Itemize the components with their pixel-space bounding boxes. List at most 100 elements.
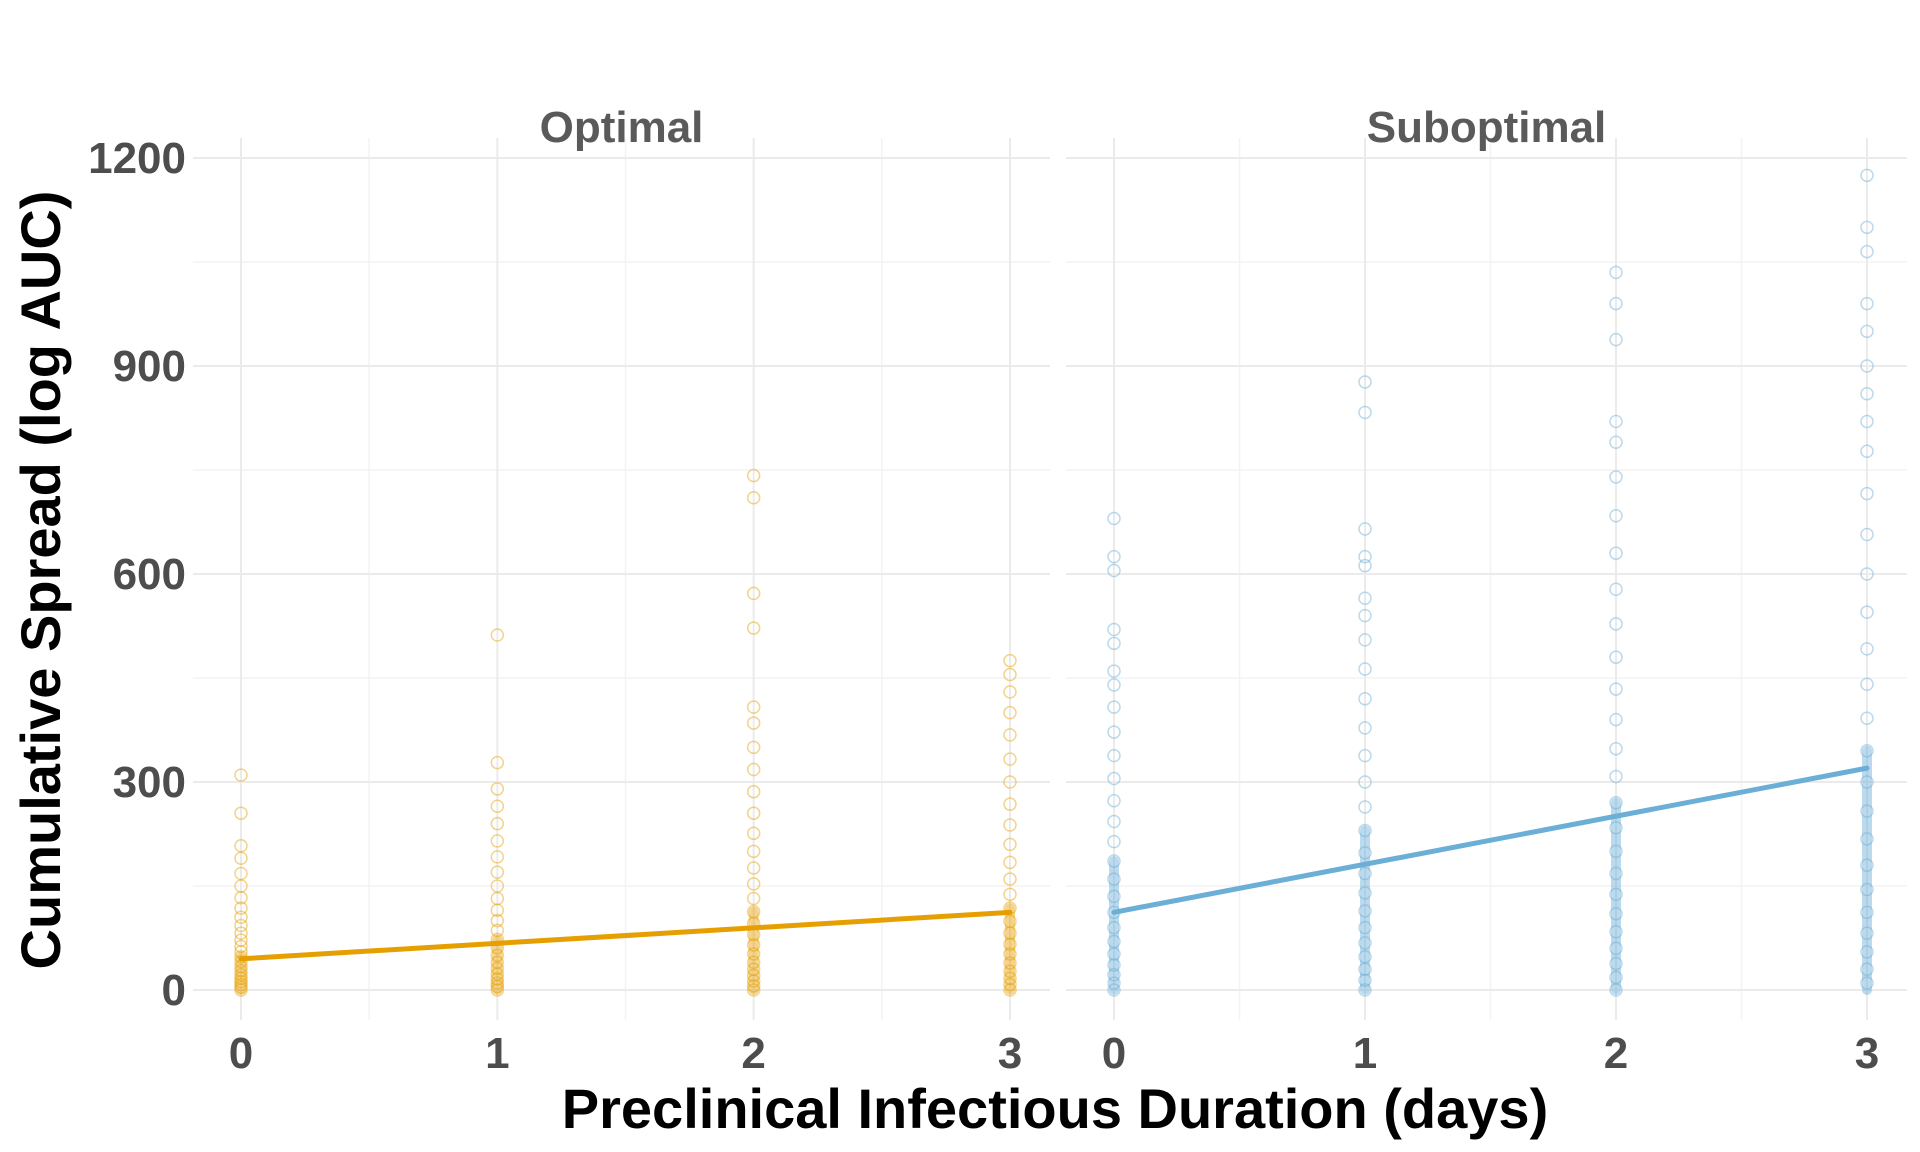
data-point — [1609, 509, 1623, 523]
data-point — [1107, 872, 1121, 886]
data-point — [1003, 653, 1017, 668]
data-point — [1107, 793, 1121, 808]
data-point — [490, 903, 505, 918]
data-point — [490, 834, 505, 848]
data-point — [746, 762, 761, 777]
data-point — [1358, 904, 1372, 918]
data-point — [1003, 947, 1017, 961]
data-point — [1107, 700, 1121, 714]
data-point — [1003, 837, 1017, 852]
data-point — [1003, 818, 1017, 832]
data-point — [1609, 332, 1623, 347]
data-point — [746, 468, 761, 483]
data-point — [746, 700, 761, 714]
data-point — [746, 806, 761, 820]
data-point — [746, 716, 761, 730]
data-point — [1609, 617, 1623, 631]
data-point — [1003, 937, 1017, 951]
data-point — [234, 851, 248, 866]
data-point — [746, 974, 761, 988]
data-point — [234, 768, 248, 782]
data-point — [1003, 685, 1017, 699]
data-point — [234, 891, 248, 905]
data-point — [1860, 444, 1874, 459]
x-axis-title: Preclinical Infectious Duration (days) — [562, 1077, 1548, 1140]
data-point — [1609, 712, 1623, 727]
data-point — [746, 947, 761, 961]
data-point — [234, 974, 248, 989]
y-axis-title: Cumulative Spread (log AUC) — [9, 191, 72, 970]
trend-line — [238, 909, 1013, 962]
data-point — [1609, 866, 1623, 881]
data-point — [1107, 947, 1121, 961]
data-point — [1107, 664, 1121, 678]
data-point — [1358, 800, 1372, 814]
data-points — [234, 468, 1017, 997]
data-point — [1609, 546, 1623, 560]
data-point — [1860, 642, 1874, 656]
data-point — [746, 621, 761, 635]
data-point — [234, 977, 248, 992]
data-point — [1860, 905, 1874, 920]
data-point — [234, 879, 248, 893]
data-point — [1609, 983, 1623, 997]
data-point — [746, 979, 761, 993]
data-point — [1860, 926, 1874, 940]
data-point — [1358, 549, 1372, 564]
data-point — [1003, 977, 1017, 992]
x-tick-label: 3 — [1855, 1029, 1879, 1078]
data-point — [1358, 591, 1372, 606]
data-point — [746, 826, 761, 841]
data-point — [1860, 775, 1874, 789]
data-point — [1003, 983, 1017, 997]
data-point — [1358, 936, 1372, 950]
data-point — [1860, 527, 1874, 542]
data-point — [490, 955, 505, 970]
data-point — [1107, 889, 1121, 904]
data-point — [1860, 486, 1874, 501]
data-point — [234, 980, 248, 994]
data-point — [234, 971, 248, 985]
data-point — [1860, 244, 1874, 259]
data-point — [1358, 973, 1372, 988]
data-point — [1107, 511, 1121, 526]
data-point — [746, 490, 761, 505]
data-point — [1003, 797, 1017, 811]
data-point — [490, 850, 505, 864]
data-point — [1107, 636, 1121, 651]
data-point — [1358, 845, 1372, 860]
data-point — [1609, 741, 1623, 756]
data-point — [1003, 872, 1017, 886]
data-point — [1003, 728, 1017, 742]
data-point — [1860, 744, 1874, 758]
data-point — [234, 910, 248, 924]
data-point — [746, 938, 761, 952]
data-point — [1003, 667, 1017, 682]
data-point — [1358, 962, 1372, 976]
data-point — [1860, 386, 1874, 401]
data-point — [1003, 964, 1017, 979]
data-point — [490, 891, 505, 906]
data-point — [746, 586, 761, 601]
data-points — [1107, 168, 1874, 997]
data-point — [1609, 970, 1623, 985]
x-tick-label: 3 — [998, 1029, 1022, 1078]
data-point — [1609, 435, 1623, 450]
data-point — [1358, 405, 1372, 420]
data-point — [1609, 682, 1623, 696]
data-point — [1860, 605, 1874, 619]
y-tick-label: 1200 — [88, 134, 186, 183]
data-point — [490, 979, 505, 994]
y-tick-label: 900 — [113, 342, 186, 391]
data-point — [1860, 832, 1874, 846]
data-point — [1860, 296, 1874, 311]
data-point — [1609, 941, 1623, 956]
data-point — [1358, 775, 1372, 789]
data-point — [1860, 324, 1874, 339]
data-point — [1358, 662, 1372, 676]
data-point — [1860, 962, 1874, 976]
data-point — [490, 948, 505, 963]
data-point — [490, 913, 505, 928]
data-point — [1358, 866, 1372, 881]
